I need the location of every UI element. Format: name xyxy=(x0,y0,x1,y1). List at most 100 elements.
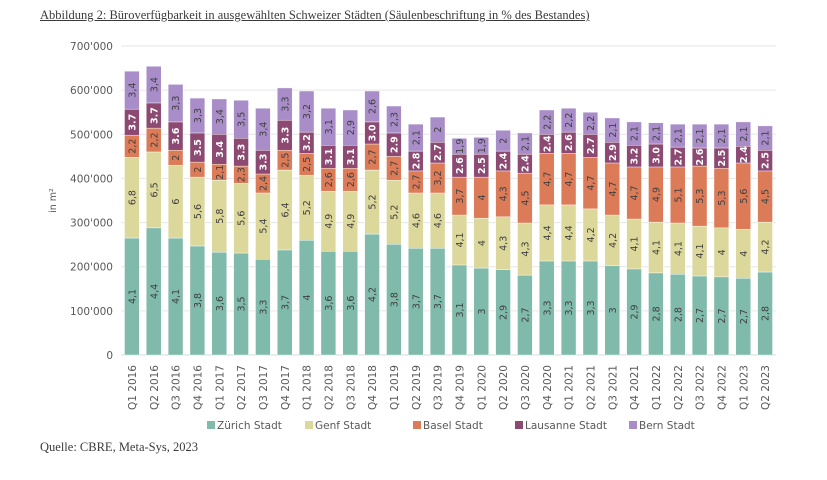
data-label: 2,1 xyxy=(608,123,619,138)
x-tick-label: Q4 2019 xyxy=(454,365,466,410)
x-tick-label: Q4 2022 xyxy=(716,365,728,410)
bar-segment xyxy=(713,123,730,149)
bar-stack: 3,6 4,9 2,6 3.1 3,1 xyxy=(320,108,337,356)
data-label: 4,2 xyxy=(368,287,379,302)
data-label: 2.6 xyxy=(455,157,466,174)
data-label: 4,2 xyxy=(761,240,772,255)
data-label: 2,7 xyxy=(717,308,728,323)
data-label: 4,5 xyxy=(520,191,531,206)
data-label: 2,4 xyxy=(258,176,269,191)
data-label: 2,6 xyxy=(346,172,357,187)
x-tick-label: Q3 2022 xyxy=(695,365,707,410)
bar-stack: 3,3 4,4 4,7 2.6 2,2 xyxy=(560,108,577,356)
bar-segment xyxy=(670,123,686,148)
data-label: 6,5 xyxy=(149,182,160,197)
data-label: 2,5 xyxy=(302,157,313,172)
bar-stack: 4,4 6,5 2,2 3.7 3,4 xyxy=(146,66,162,356)
legend-label: Zürich Stadt xyxy=(217,420,282,432)
data-label: 2.4 xyxy=(499,152,510,169)
data-label: 3,5 xyxy=(237,112,248,127)
data-label: 4,7 xyxy=(542,172,553,187)
data-label: 3,4 xyxy=(258,122,269,137)
bar-segment xyxy=(517,132,533,155)
data-label: 4 xyxy=(717,249,728,255)
data-label: 4,3 xyxy=(499,236,510,251)
data-label: 3.0 xyxy=(651,147,662,164)
data-label: 4,4 xyxy=(542,225,553,240)
figure-title: Abbildung 2: Büroverfügbarkeit in ausgew… xyxy=(40,8,590,22)
data-label: 3,3 xyxy=(542,300,553,315)
data-label: 4,1 xyxy=(171,289,182,304)
data-label: 2.6 xyxy=(564,134,575,151)
bar-stack: 3,3 4,4 4,7 2.4 2,2 xyxy=(539,109,555,356)
data-label: 2.5 xyxy=(761,152,772,169)
data-label: 2.7 xyxy=(673,149,684,166)
data-label: 2,7 xyxy=(695,308,706,323)
bar-segment xyxy=(473,137,489,155)
data-label: 2,1 xyxy=(739,127,750,142)
data-label: 2.4 xyxy=(739,146,750,163)
bar-stack: 2,8 4,2 4,5 2.5 2,1 xyxy=(757,125,773,356)
data-label: 2,3 xyxy=(237,167,248,182)
data-label: 1,9 xyxy=(455,139,466,154)
x-tick-label: Q3 2016 xyxy=(171,365,183,410)
data-label: 5,6 xyxy=(193,204,204,219)
data-label: 2,7 xyxy=(411,174,422,189)
y-tick-label: 600'000 xyxy=(70,85,113,97)
bar-stack: 2,7 4,1 5,3 2.6 2,1 xyxy=(691,123,708,356)
data-label: 2,1 xyxy=(411,130,422,145)
x-tick-label: Q2 2016 xyxy=(149,365,161,410)
data-label: 2,9 xyxy=(630,304,641,319)
bar-stack: 2,9 4,3 4,3 2.4 2 xyxy=(495,130,511,356)
legend-swatch xyxy=(629,421,637,429)
bar-segment xyxy=(386,105,402,134)
x-tick-label: Q3 2018 xyxy=(345,365,357,410)
data-label: 5,1 xyxy=(673,187,684,202)
data-label: 2,8 xyxy=(673,307,684,322)
data-label: 2,1 xyxy=(761,130,772,145)
data-label: 2.7 xyxy=(433,144,444,161)
data-label: 2,8 xyxy=(761,306,772,321)
data-label: 2.8 xyxy=(411,152,422,169)
data-label: 6,4 xyxy=(280,202,291,217)
bar-segment xyxy=(648,122,664,145)
data-label: 5,3 xyxy=(695,189,706,204)
legend-label: Genf Stadt xyxy=(315,420,371,432)
bar-segment xyxy=(342,109,358,146)
data-label: 2,1 xyxy=(520,136,531,151)
data-label: 3,4 xyxy=(149,77,160,92)
bar-stack: 2,9 4,1 4,7 3.2 2,1 xyxy=(626,121,642,356)
bar-stack: 3,8 5,2 2,7 2.9 2,3 xyxy=(386,105,402,356)
legend-label: Bern Stadt xyxy=(639,420,695,432)
bar-stack: 2,7 4,3 4,5 2.4 2,1 xyxy=(517,132,533,356)
legend: Zürich Stadt Genf Stadt Basel Stadt Lausann… xyxy=(207,420,695,432)
data-label: 2,7 xyxy=(368,149,379,164)
bar-stack: 3,3 4,2 4,7 2.7 2,2 xyxy=(582,112,599,356)
data-label: 2.4 xyxy=(520,155,531,172)
data-label: 2.6 xyxy=(695,148,706,165)
data-label: 2.7 xyxy=(586,137,597,154)
legend-item: Bern Stadt xyxy=(629,420,695,432)
data-label: 4,4 xyxy=(564,225,575,240)
data-label: 2,2 xyxy=(542,115,553,130)
data-label: 4,6 xyxy=(411,213,422,228)
data-label: 3,2 xyxy=(302,104,313,119)
data-label: 2,1 xyxy=(630,126,641,141)
x-tick-label: Q4 2020 xyxy=(542,365,554,410)
data-label: 2,2 xyxy=(127,139,138,154)
data-label: 2 xyxy=(171,155,182,161)
bar-stack: 3,1 4,1 3,7 2.6 1,9 xyxy=(451,138,468,356)
x-tick-label: Q1 2022 xyxy=(651,365,663,410)
data-label: 4,7 xyxy=(564,172,575,187)
data-label: 3.5 xyxy=(193,139,204,156)
data-label: 2.9 xyxy=(389,136,400,153)
bar-segment xyxy=(255,108,271,151)
data-label: 4,9 xyxy=(324,214,335,229)
data-label: 3,7 xyxy=(433,294,444,309)
data-label: 6 xyxy=(171,199,182,205)
bar-segment xyxy=(124,70,140,110)
bar-segment xyxy=(320,108,337,146)
bar-stack: 2,7 4 5,3 2.5 2,1 xyxy=(713,123,730,356)
bar-stack: 2,8 4,1 5,1 2.7 2,1 xyxy=(670,123,686,356)
data-label: 4 xyxy=(477,240,488,246)
